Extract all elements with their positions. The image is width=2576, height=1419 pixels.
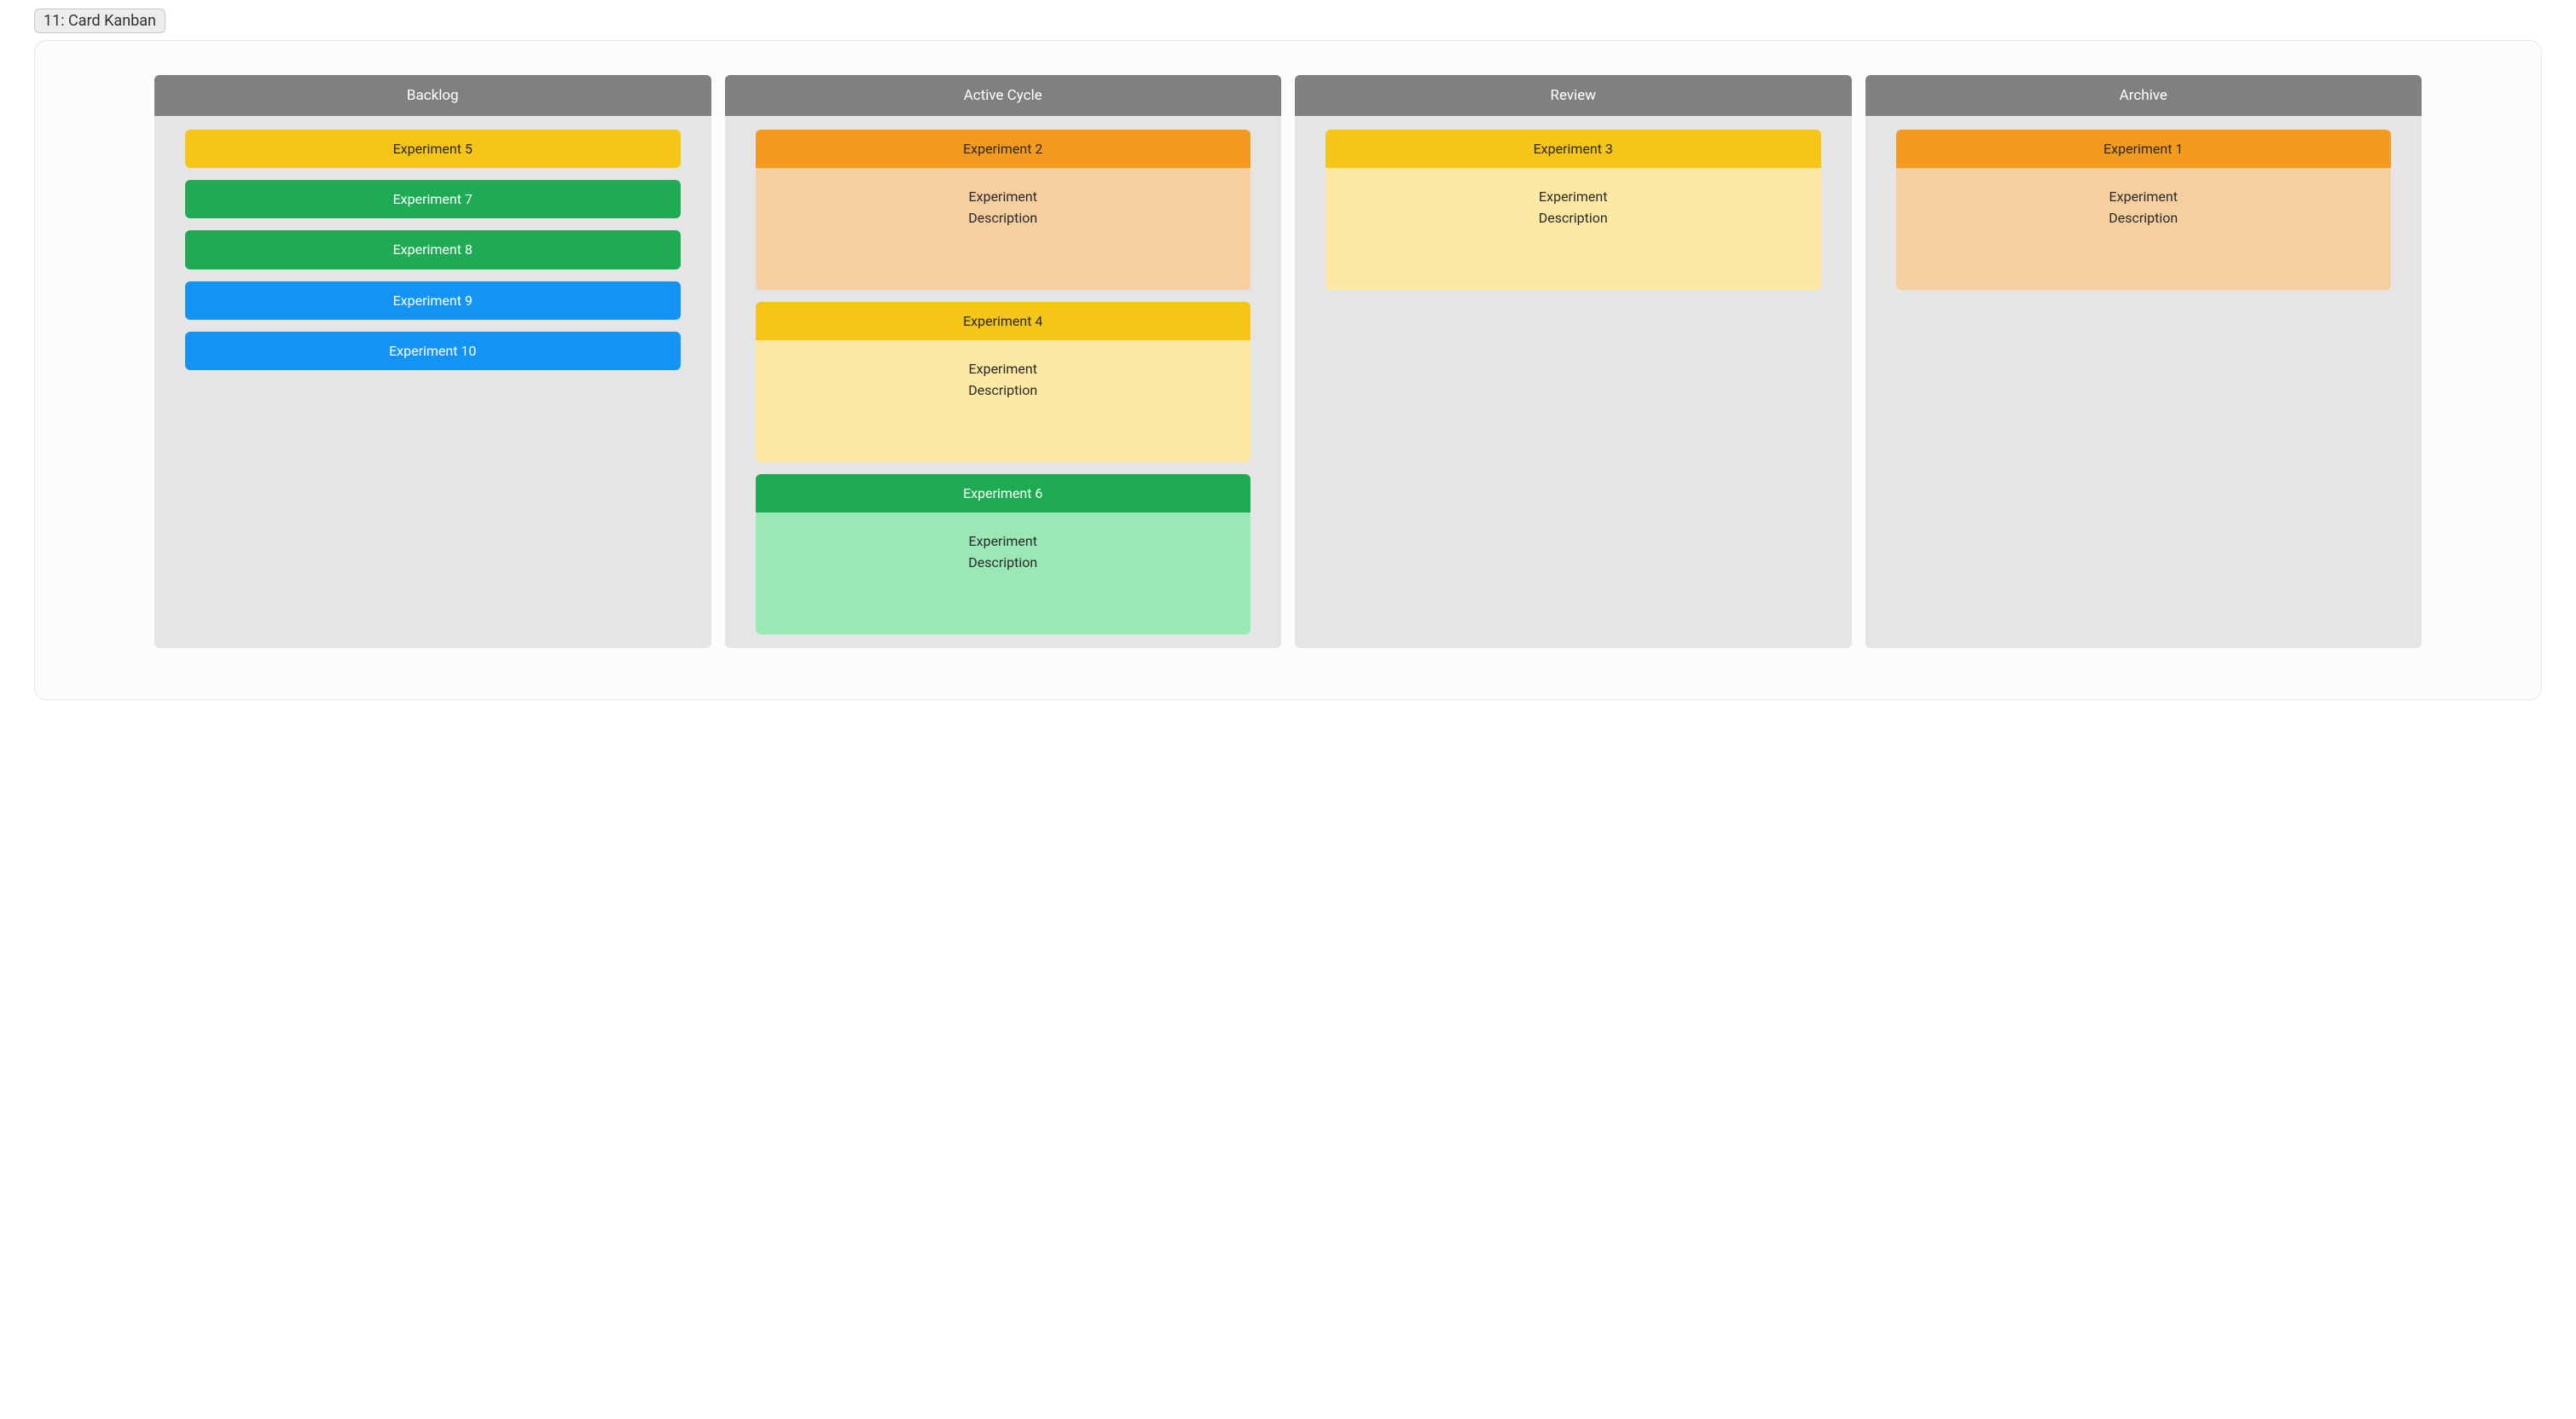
column-body: Experiment 1 ExperimentDescription xyxy=(1865,116,2422,304)
page-tag: 11: Card Kanban xyxy=(34,9,165,33)
column-title: Backlog xyxy=(407,87,459,104)
card-description: ExperimentDescription xyxy=(968,531,1037,574)
kanban-card-exp-3[interactable]: Experiment 3 ExperimentDescription xyxy=(1326,130,1821,290)
kanban-frame: BacklogExperiment 5Experiment 7Experimen… xyxy=(34,40,2542,700)
column-body: Experiment 3 ExperimentDescription xyxy=(1295,116,1852,304)
card-header: Experiment 1 xyxy=(1896,130,2392,168)
kanban-column-archive: Archive Experiment 1 ExperimentDescription xyxy=(1865,75,2422,648)
card-description: ExperimentDescription xyxy=(1539,187,1608,229)
card-description: ExperimentDescription xyxy=(968,187,1037,229)
kanban-card-exp-5[interactable]: Experiment 5 xyxy=(185,130,681,168)
kanban-card-exp-10[interactable]: Experiment 10 xyxy=(185,332,681,370)
kanban-card-exp-7[interactable]: Experiment 7 xyxy=(185,180,681,218)
card-header: Experiment 6 xyxy=(756,474,1251,513)
kanban-card-exp-4[interactable]: Experiment 4 ExperimentDescription xyxy=(756,302,1251,462)
column-header: Backlog xyxy=(154,75,711,116)
card-body: ExperimentDescription xyxy=(756,340,1251,462)
card-header: Experiment 4 xyxy=(756,302,1251,340)
column-header: Review xyxy=(1295,75,1852,116)
card-header: Experiment 3 xyxy=(1326,130,1821,168)
card-title: Experiment 2 xyxy=(963,141,1042,157)
column-title: Review xyxy=(1550,87,1596,104)
card-title: Experiment 10 xyxy=(389,343,476,359)
kanban-card-exp-8[interactable]: Experiment 8 xyxy=(185,230,681,269)
card-body: ExperimentDescription xyxy=(1326,168,1821,290)
kanban-card-exp-9[interactable]: Experiment 9 xyxy=(185,281,681,320)
card-body: ExperimentDescription xyxy=(756,168,1251,290)
kanban-card-exp-1[interactable]: Experiment 1 ExperimentDescription xyxy=(1896,130,2392,290)
column-body: Experiment 5 Experiment 7 Experiment 8 Expe… xyxy=(154,116,711,384)
card-header: Experiment 2 xyxy=(756,130,1251,168)
kanban-board: BacklogExperiment 5Experiment 7Experimen… xyxy=(154,75,2422,648)
column-header: Archive xyxy=(1865,75,2422,116)
card-title: Experiment 1 xyxy=(2103,141,2183,157)
kanban-column-active-cycle: Active Cycle Experiment 2 ExperimentDescri… xyxy=(725,75,1282,648)
column-title: Archive xyxy=(2120,87,2167,104)
card-title: Experiment 6 xyxy=(963,485,1042,501)
card-title: Experiment 4 xyxy=(963,313,1042,329)
column-title: Active Cycle xyxy=(964,87,1042,104)
card-description: ExperimentDescription xyxy=(968,359,1037,402)
page-tag-label: 11: Card Kanban xyxy=(44,12,156,30)
card-body: ExperimentDescription xyxy=(1896,168,2392,290)
kanban-card-exp-2[interactable]: Experiment 2 ExperimentDescription xyxy=(756,130,1251,290)
kanban-column-review: Review Experiment 3 ExperimentDescription xyxy=(1295,75,1852,648)
kanban-card-exp-6[interactable]: Experiment 6 ExperimentDescription xyxy=(756,474,1251,634)
card-title: Experiment 3 xyxy=(1534,141,1613,157)
card-title: Experiment 8 xyxy=(393,241,473,258)
card-title: Experiment 5 xyxy=(393,141,473,157)
card-body: ExperimentDescription xyxy=(756,513,1251,634)
card-description: ExperimentDescription xyxy=(2109,187,2178,229)
column-header: Active Cycle xyxy=(725,75,1282,116)
card-title: Experiment 9 xyxy=(393,292,473,309)
card-title: Experiment 7 xyxy=(393,191,473,207)
column-body: Experiment 2ExperimentDescriptionExperim… xyxy=(725,116,1282,648)
kanban-column-backlog: BacklogExperiment 5Experiment 7Experimen… xyxy=(154,75,711,648)
